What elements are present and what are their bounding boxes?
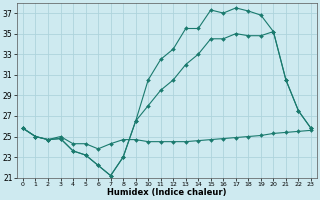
X-axis label: Humidex (Indice chaleur): Humidex (Indice chaleur): [107, 188, 227, 197]
